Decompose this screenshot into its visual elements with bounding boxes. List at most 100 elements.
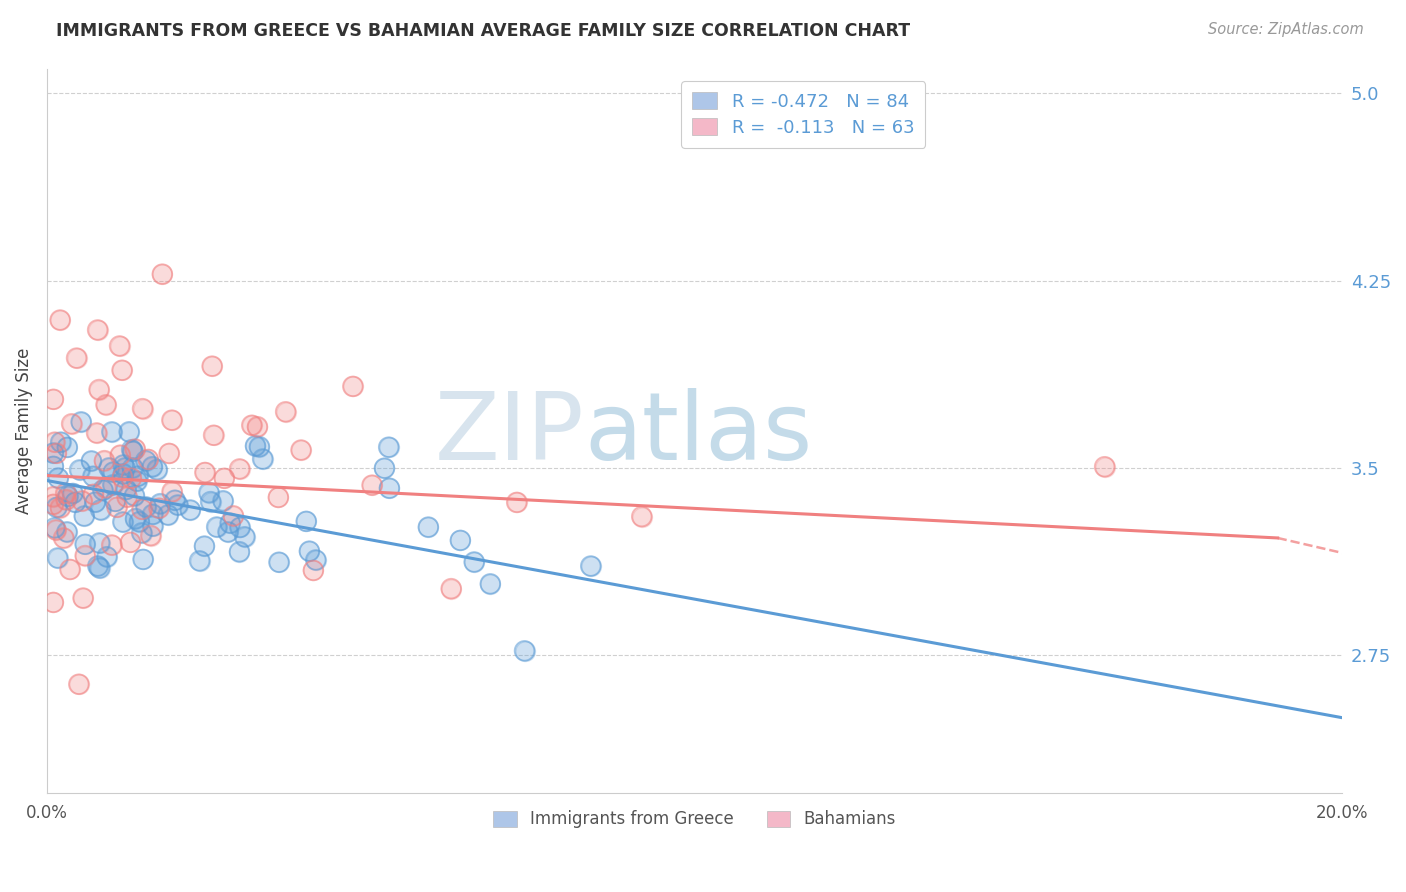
Point xyxy=(75,549,97,563)
Point xyxy=(149,497,172,511)
Point xyxy=(120,535,142,549)
Point xyxy=(146,462,169,476)
Point xyxy=(111,470,134,484)
Point xyxy=(62,486,84,500)
Point xyxy=(163,493,186,508)
Point xyxy=(49,313,72,327)
Point xyxy=(101,425,124,439)
Point xyxy=(513,644,536,658)
Point xyxy=(124,511,146,525)
Point xyxy=(228,462,250,476)
Point xyxy=(124,442,146,456)
Point xyxy=(46,551,69,566)
Point xyxy=(49,313,72,327)
Point xyxy=(86,425,108,440)
Point xyxy=(44,521,66,535)
Point xyxy=(90,503,112,517)
Point xyxy=(89,561,111,575)
Point xyxy=(1094,459,1116,474)
Point xyxy=(479,577,502,591)
Point xyxy=(87,383,110,397)
Point xyxy=(84,495,107,509)
Point xyxy=(214,471,236,485)
Point xyxy=(42,446,65,460)
Point xyxy=(579,559,602,574)
Point xyxy=(179,503,201,517)
Point xyxy=(240,418,263,433)
Point xyxy=(302,564,325,578)
Point xyxy=(193,539,215,553)
Point xyxy=(194,466,217,480)
Point xyxy=(52,531,75,545)
Point xyxy=(42,497,65,511)
Point xyxy=(136,452,159,467)
Point xyxy=(62,486,84,500)
Point xyxy=(67,677,90,691)
Point xyxy=(290,443,312,458)
Point xyxy=(93,453,115,467)
Point xyxy=(246,419,269,434)
Point xyxy=(110,448,132,462)
Point xyxy=(86,323,108,337)
Point xyxy=(166,498,188,512)
Point xyxy=(217,524,239,539)
Point xyxy=(141,508,163,522)
Point xyxy=(440,582,463,596)
Point xyxy=(267,491,290,505)
Point xyxy=(377,440,399,454)
Point xyxy=(579,559,602,574)
Point xyxy=(120,471,142,485)
Point xyxy=(202,428,225,442)
Point xyxy=(60,417,83,431)
Point xyxy=(373,461,395,475)
Point xyxy=(128,515,150,529)
Point xyxy=(82,469,104,483)
Point xyxy=(42,595,65,609)
Point xyxy=(160,413,183,427)
Point xyxy=(131,525,153,540)
Point xyxy=(141,508,163,522)
Point xyxy=(65,495,87,509)
Point xyxy=(449,533,471,548)
Point xyxy=(127,469,149,483)
Point xyxy=(49,500,72,515)
Point xyxy=(148,501,170,516)
Point xyxy=(149,497,172,511)
Point xyxy=(108,339,131,353)
Point xyxy=(377,440,399,454)
Point xyxy=(252,452,274,467)
Point xyxy=(86,323,108,337)
Text: IMMIGRANTS FROM GREECE VS BAHAMIAN AVERAGE FAMILY SIZE CORRELATION CHART: IMMIGRANTS FROM GREECE VS BAHAMIAN AVERA… xyxy=(56,22,910,40)
Point xyxy=(73,508,96,523)
Point xyxy=(121,442,143,457)
Point xyxy=(100,538,122,552)
Point xyxy=(89,536,111,550)
Point xyxy=(160,484,183,499)
Point xyxy=(94,481,117,495)
Point xyxy=(120,471,142,485)
Point xyxy=(131,502,153,516)
Point xyxy=(163,493,186,508)
Point xyxy=(131,525,153,540)
Point xyxy=(157,508,180,522)
Point xyxy=(80,454,103,468)
Point xyxy=(135,453,157,467)
Point xyxy=(132,552,155,566)
Point xyxy=(65,495,87,509)
Point xyxy=(205,520,228,534)
Point xyxy=(630,509,652,524)
Point xyxy=(120,535,142,549)
Point xyxy=(202,428,225,442)
Point xyxy=(46,471,69,485)
Point xyxy=(179,503,201,517)
Point xyxy=(42,392,65,407)
Point xyxy=(42,459,65,474)
Point xyxy=(115,483,138,497)
Point xyxy=(200,494,222,508)
Point xyxy=(135,500,157,514)
Point xyxy=(55,486,77,500)
Point xyxy=(112,458,135,472)
Point xyxy=(75,549,97,563)
Point xyxy=(298,544,321,558)
Point xyxy=(267,555,290,569)
